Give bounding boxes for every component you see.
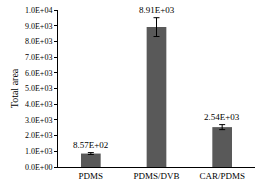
svg-text:1.0E+04: 1.0E+04 bbox=[25, 6, 52, 15]
svg-text:1.0E+03: 1.0E+03 bbox=[25, 147, 52, 156]
svg-text:PDMS/DVB: PDMS/DVB bbox=[133, 171, 179, 181]
svg-text:4.0E+03: 4.0E+03 bbox=[25, 100, 52, 109]
svg-text:8.0E+03: 8.0E+03 bbox=[25, 37, 52, 46]
svg-text:6.0E+03: 6.0E+03 bbox=[25, 69, 52, 78]
svg-text:8.91E+03: 8.91E+03 bbox=[139, 5, 175, 15]
svg-text:2.54E+03: 2.54E+03 bbox=[204, 112, 240, 122]
svg-text:Total area: Total area bbox=[9, 68, 20, 108]
svg-text:CAR/PDMS: CAR/PDMS bbox=[199, 171, 245, 181]
svg-text:3.0E+03: 3.0E+03 bbox=[25, 116, 52, 125]
svg-text:0.0E+00: 0.0E+00 bbox=[25, 163, 52, 172]
svg-text:7.0E+03: 7.0E+03 bbox=[25, 53, 52, 62]
svg-text:PDMS: PDMS bbox=[79, 171, 104, 181]
svg-text:5.0E+03: 5.0E+03 bbox=[25, 84, 52, 93]
svg-text:9.0E+03: 9.0E+03 bbox=[25, 22, 52, 31]
svg-text:8.57E+02: 8.57E+02 bbox=[73, 140, 108, 150]
svg-text:2.0E+03: 2.0E+03 bbox=[25, 131, 52, 140]
